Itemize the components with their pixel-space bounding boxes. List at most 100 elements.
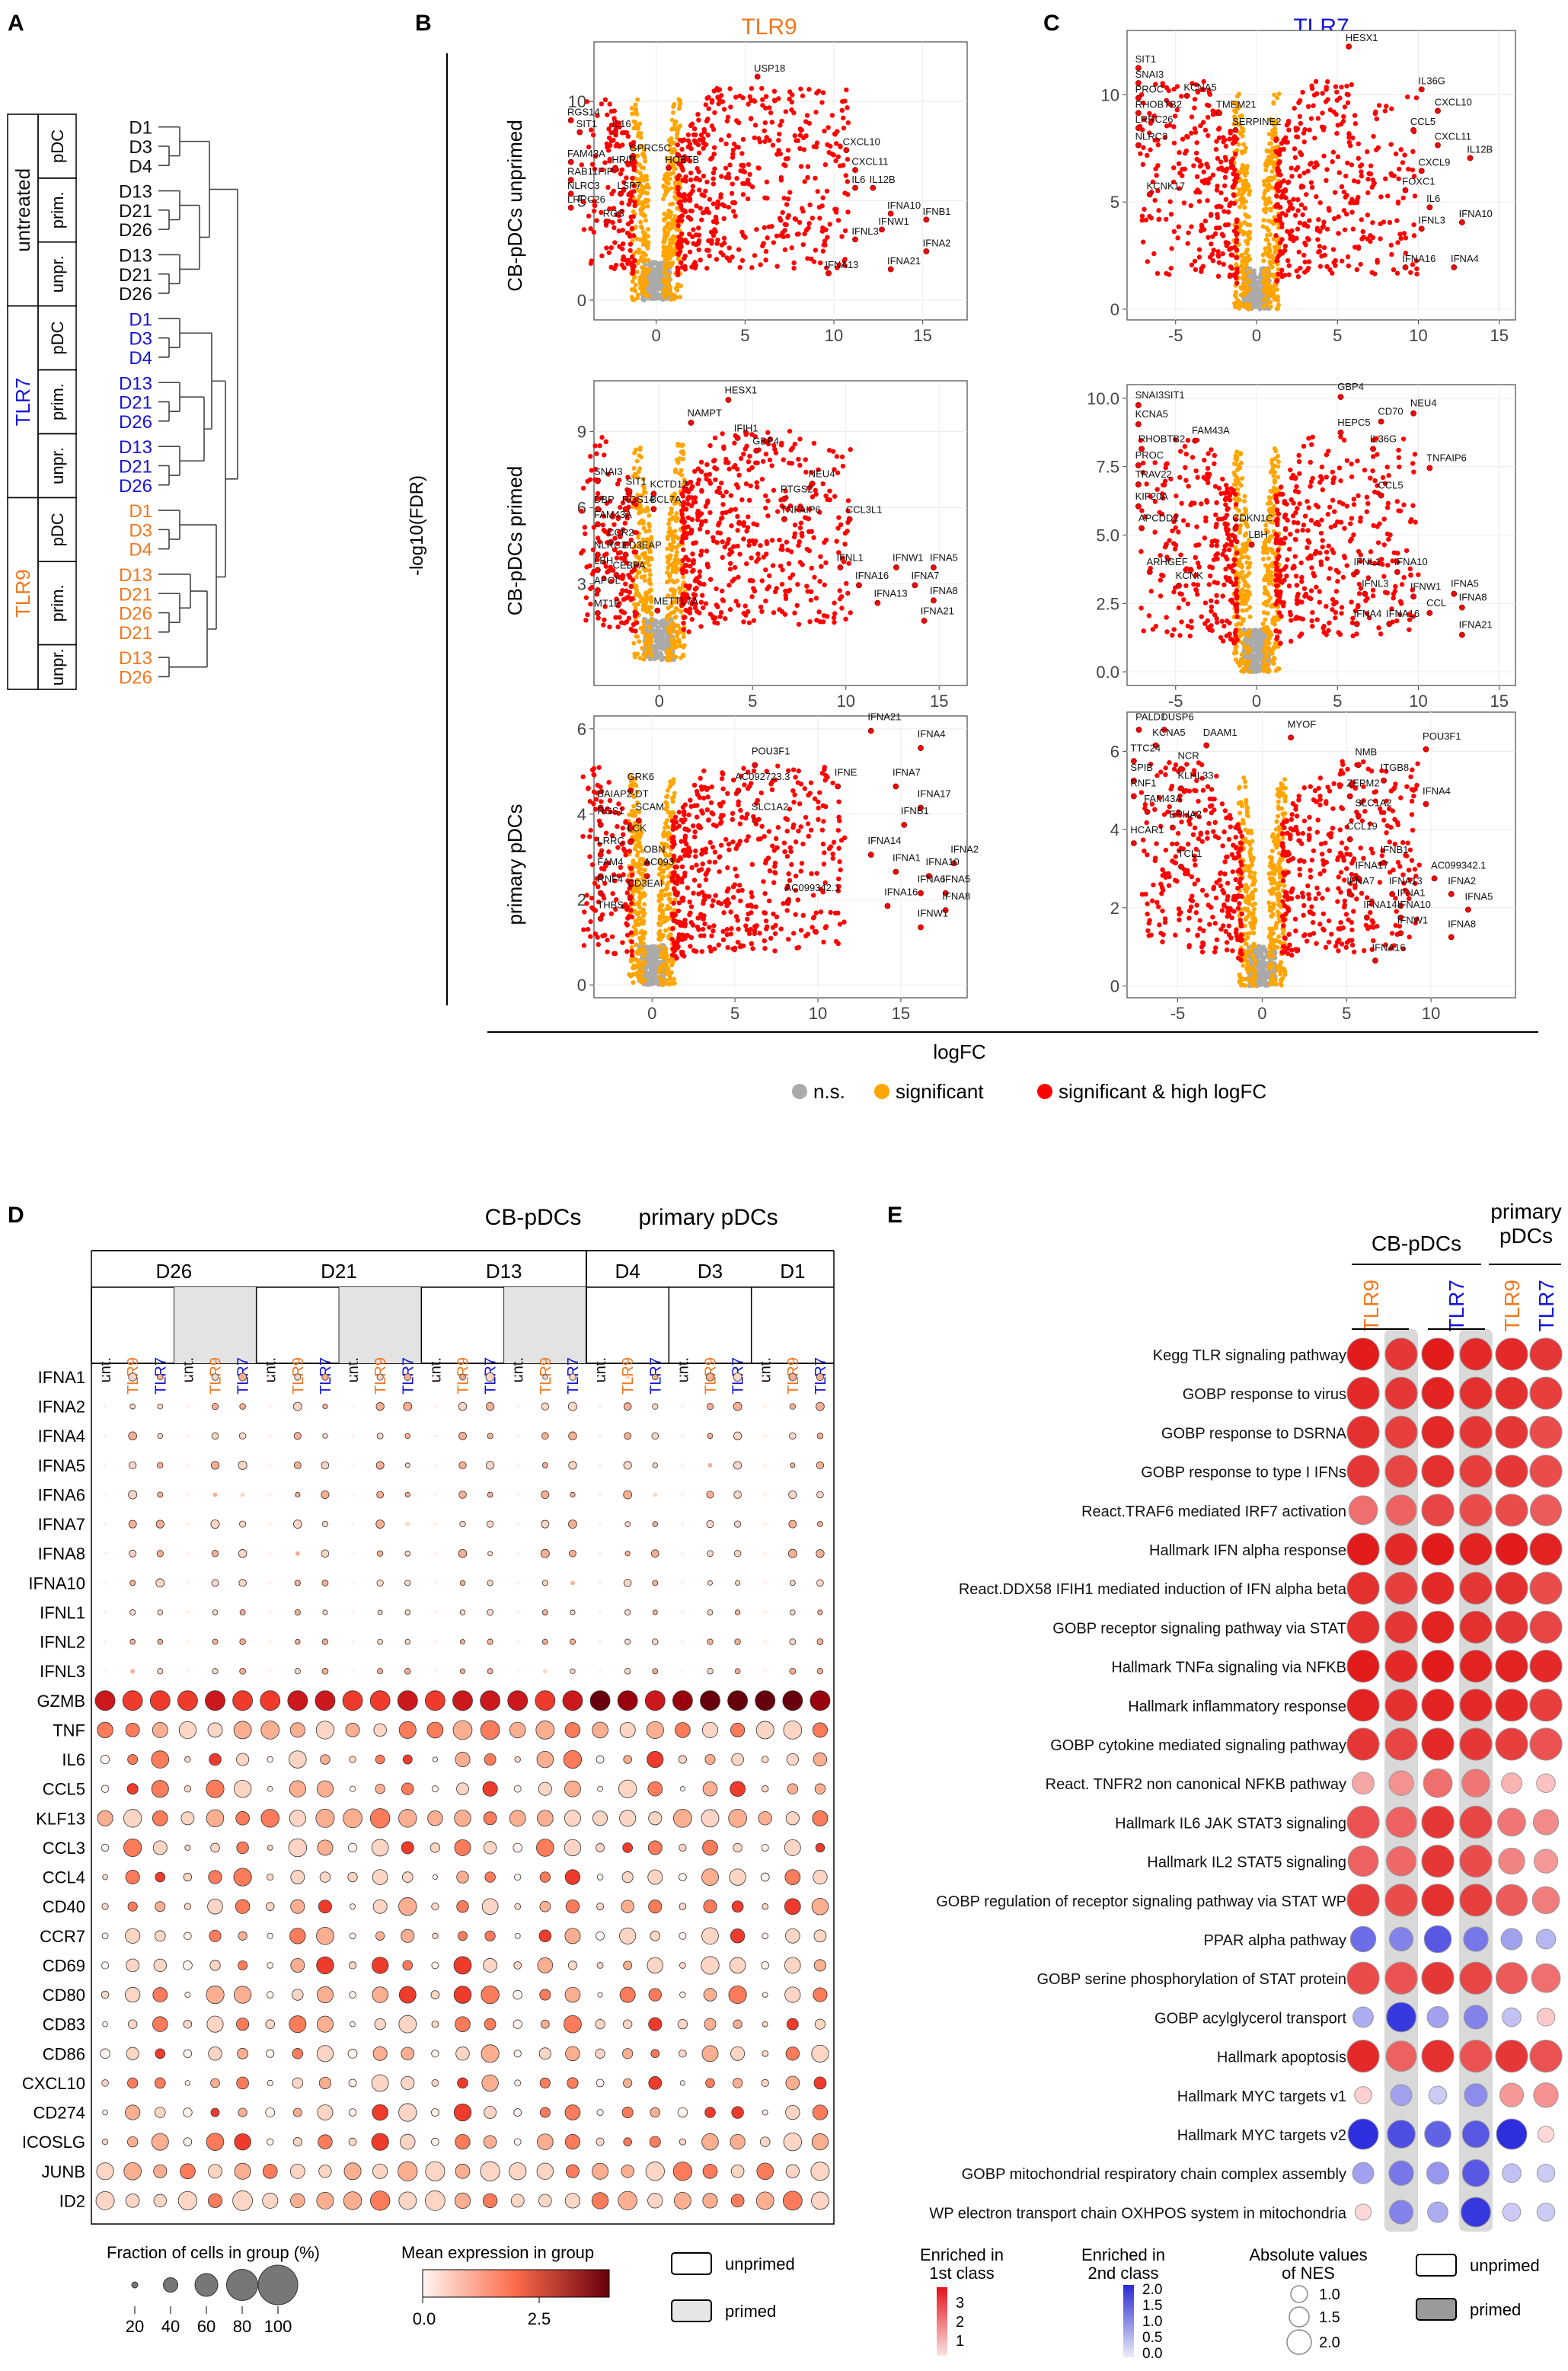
- point-high: [1303, 242, 1308, 248]
- point-high: [616, 212, 622, 219]
- point-high: [840, 463, 846, 469]
- point-high: [1365, 190, 1371, 196]
- point-high: [616, 120, 622, 126]
- point-high: [615, 624, 621, 630]
- point-high: [682, 154, 688, 159]
- point-significant: [668, 627, 673, 632]
- gene-label: LRRC26: [1135, 113, 1174, 125]
- point-high: [718, 610, 724, 615]
- point-significant: [672, 615, 678, 620]
- point-significant: [670, 170, 675, 175]
- point-high: [730, 578, 735, 584]
- point-high: [1385, 193, 1391, 199]
- point-high: [797, 525, 803, 531]
- point-significant: [631, 126, 637, 131]
- point-high: [1348, 200, 1353, 206]
- point-high: [741, 619, 746, 625]
- point-high: [588, 127, 594, 133]
- point-high: [1308, 161, 1313, 167]
- point-high: [1301, 221, 1308, 226]
- point-high: [1324, 167, 1330, 172]
- point-high: [829, 151, 835, 157]
- point-high: [749, 265, 755, 270]
- point-high: [1138, 151, 1143, 156]
- point-high: [1140, 239, 1146, 244]
- bc-legend: n.s. significant significant & high logF…: [792, 1080, 1266, 1103]
- point-high: [691, 468, 698, 475]
- point-high: [785, 148, 791, 153]
- point-high: [839, 606, 845, 611]
- point-high: [1376, 103, 1382, 108]
- point-high: [1402, 152, 1407, 158]
- point-high: [696, 477, 701, 483]
- point-high: [787, 190, 793, 195]
- point-significant: [637, 193, 642, 199]
- point-significant: [1260, 224, 1266, 229]
- point-labeled: [1418, 225, 1425, 232]
- point-high: [691, 500, 697, 505]
- gene-label: SNAI3: [1135, 69, 1164, 80]
- point-high: [796, 232, 801, 237]
- point-high: [787, 428, 793, 434]
- point-high: [1294, 134, 1299, 139]
- point-high: [632, 613, 638, 618]
- point-high: [803, 469, 809, 475]
- point-high: [787, 575, 793, 580]
- point-high: [1305, 104, 1311, 110]
- point-high: [783, 109, 789, 114]
- gene-label: RAB11FIP: [567, 166, 613, 177]
- point-high: [596, 615, 601, 621]
- point-high: [625, 133, 631, 139]
- point-high: [1333, 257, 1338, 264]
- point-high: [769, 538, 775, 543]
- point-high: [704, 561, 711, 567]
- point-high: [754, 484, 760, 490]
- point-high: [808, 597, 814, 603]
- point-high: [767, 457, 773, 463]
- point-high: [842, 542, 848, 547]
- point-high: [839, 454, 845, 460]
- point-high: [680, 207, 685, 213]
- point-high: [1346, 263, 1352, 269]
- point-significant: [641, 552, 647, 558]
- point-high: [1285, 120, 1291, 126]
- point-high: [805, 164, 811, 169]
- point-ns: [652, 279, 657, 284]
- point-high: [676, 239, 682, 244]
- point-high: [790, 92, 795, 97]
- point-high: [745, 196, 751, 202]
- point-high: [762, 195, 768, 200]
- point-high: [831, 615, 837, 621]
- point-high: [1389, 172, 1394, 178]
- point-labeled: [567, 158, 574, 165]
- point-high: [1196, 254, 1202, 260]
- point-high: [839, 234, 845, 239]
- point-high: [624, 175, 629, 181]
- point-high: [1171, 140, 1177, 145]
- point-significant: [646, 185, 651, 190]
- point-high: [1324, 177, 1329, 184]
- point-high: [822, 582, 827, 588]
- point-significant: [642, 231, 647, 236]
- point-significant: [662, 211, 667, 216]
- point-significant: [1241, 276, 1246, 281]
- leaf-label: D13: [119, 182, 152, 203]
- point-high: [608, 244, 614, 251]
- point-high: [1294, 235, 1299, 241]
- point-high: [817, 579, 822, 584]
- point-high: [584, 564, 589, 570]
- point-significant: [631, 297, 637, 302]
- point-significant: [1241, 544, 1247, 549]
- leaf-label: D21: [119, 393, 152, 414]
- point-significant: [649, 618, 654, 623]
- point-significant: [670, 110, 675, 115]
- point-high: [580, 199, 586, 205]
- point-significant: [1276, 459, 1281, 465]
- point-high: [1311, 165, 1317, 170]
- point-high: [1315, 237, 1321, 242]
- point-high: [1398, 147, 1404, 152]
- tick-label-x: 5: [1333, 692, 1342, 711]
- point-high: [1335, 154, 1341, 160]
- point-high: [830, 449, 836, 454]
- row-title-primed: CB-pDCs primed: [503, 466, 526, 616]
